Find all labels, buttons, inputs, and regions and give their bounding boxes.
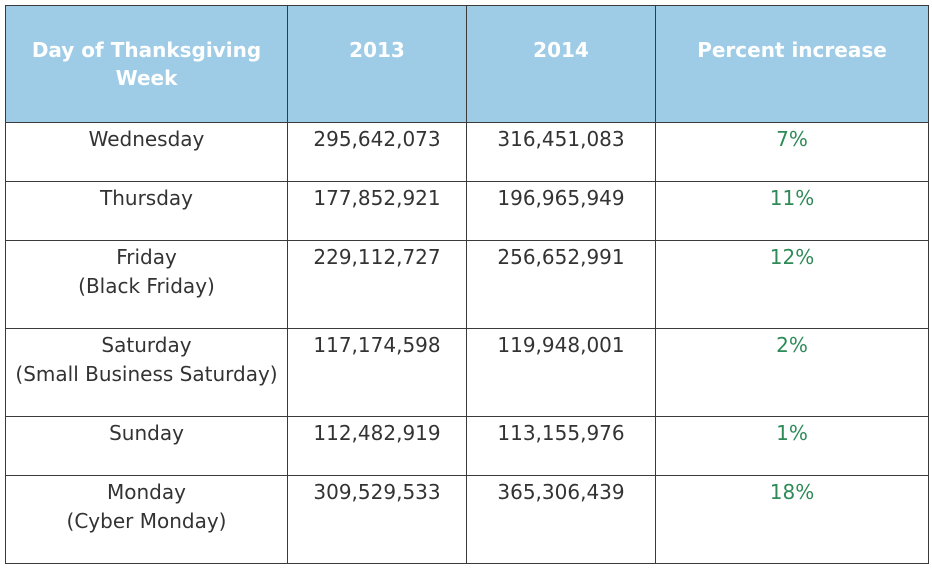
cell-2013: 117,174,598 — [287, 328, 467, 417]
cell-day: Friday (Black Friday) — [5, 240, 288, 329]
day-name: Saturday — [101, 333, 192, 357]
cell-2013: 229,112,727 — [287, 240, 467, 329]
cell-day: Thursday — [5, 181, 288, 241]
header-row: Day of Thanksgiving Week 2013 2014 Perce… — [5, 5, 929, 123]
cell-2014: 316,451,083 — [466, 122, 656, 182]
table-row: Wednesday 295,642,073 316,451,083 7% — [5, 122, 929, 182]
day-name: Sunday — [109, 421, 184, 445]
cell-percent: 11% — [655, 181, 929, 241]
header-2014: 2014 — [466, 5, 656, 123]
table-row: Thursday 177,852,921 196,965,949 11% — [5, 181, 929, 241]
table-row: Saturday (Small Business Saturday) 117,1… — [5, 328, 929, 417]
table-row: Friday (Black Friday) 229,112,727 256,65… — [5, 240, 929, 329]
day-note: (Small Business Saturday) — [15, 362, 278, 386]
header-2013: 2013 — [287, 5, 467, 123]
day-name: Friday — [116, 245, 177, 269]
cell-2014: 119,948,001 — [466, 328, 656, 417]
header-percent-increase: Percent increase — [655, 5, 929, 123]
day-note: (Black Friday) — [78, 274, 215, 298]
cell-day: Wednesday — [5, 122, 288, 182]
header-day-line2: Week — [115, 66, 178, 90]
cell-2013: 112,482,919 — [287, 416, 467, 476]
cell-percent: 18% — [655, 475, 929, 564]
cell-2013: 295,642,073 — [287, 122, 467, 182]
cell-percent: 1% — [655, 416, 929, 476]
cell-day: Monday (Cyber Monday) — [5, 475, 288, 564]
cell-percent: 2% — [655, 328, 929, 417]
cell-2013: 309,529,533 — [287, 475, 467, 564]
table-body: Wednesday 295,642,073 316,451,083 7% Thu… — [5, 122, 929, 564]
thanksgiving-week-table: Day of Thanksgiving Week 2013 2014 Perce… — [5, 5, 929, 564]
cell-day: Saturday (Small Business Saturday) — [5, 328, 288, 417]
cell-day: Sunday — [5, 416, 288, 476]
cell-percent: 12% — [655, 240, 929, 329]
cell-percent: 7% — [655, 122, 929, 182]
day-name: Wednesday — [88, 127, 205, 151]
header-day: Day of Thanksgiving Week — [5, 5, 288, 123]
cell-2014: 113,155,976 — [466, 416, 656, 476]
cell-2014: 196,965,949 — [466, 181, 656, 241]
table-row: Sunday 112,482,919 113,155,976 1% — [5, 416, 929, 476]
table-header: Day of Thanksgiving Week 2013 2014 Perce… — [5, 5, 929, 123]
table-row: Monday (Cyber Monday) 309,529,533 365,30… — [5, 475, 929, 564]
cell-2014: 256,652,991 — [466, 240, 656, 329]
day-note: (Cyber Monday) — [66, 509, 227, 533]
cell-2014: 365,306,439 — [466, 475, 656, 564]
cell-2013: 177,852,921 — [287, 181, 467, 241]
day-name: Thursday — [100, 186, 193, 210]
day-name: Monday — [107, 480, 186, 504]
header-day-line1: Day of Thanksgiving — [31, 38, 262, 62]
